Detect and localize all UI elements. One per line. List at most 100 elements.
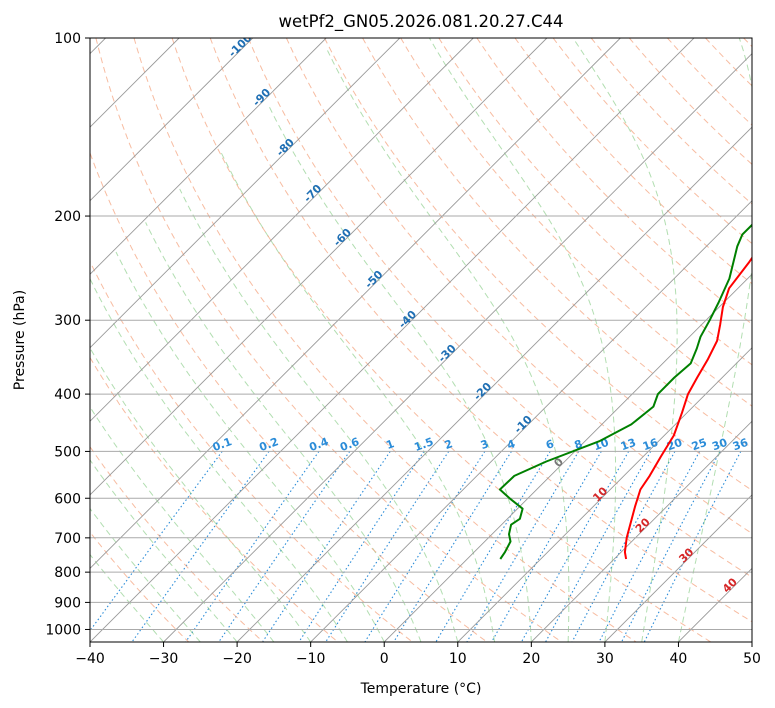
mixing-ratio-line <box>571 451 676 642</box>
moist-adiabat-line <box>90 406 275 642</box>
dry-adiabat-line <box>90 356 339 642</box>
moist-adiabat-line <box>90 507 201 642</box>
y-tick-label: 700 <box>54 531 81 547</box>
isotherms <box>90 38 752 642</box>
dry-adiabat-line <box>90 151 488 642</box>
chart-title: wetPf2_GN05.2026.081.20.27.C44 <box>279 12 564 32</box>
mixing-ratio-label: 6 <box>544 437 556 452</box>
x-tick-label: −20 <box>222 651 252 667</box>
moist-adiabat-line <box>115 251 385 642</box>
dry-adiabat-line <box>90 445 264 642</box>
mixing-ratio-line <box>262 451 391 642</box>
mixing-ratio-label: 0.1 <box>211 435 234 454</box>
mixing-ratio-label: 36 <box>731 436 750 454</box>
isotherm-line <box>90 38 254 202</box>
isotherm-line <box>236 126 752 642</box>
y-tick-label: 300 <box>54 313 81 329</box>
y-tick-label: 400 <box>54 387 81 403</box>
isotherm-line <box>90 38 474 422</box>
mixing-ratio-line <box>90 451 223 632</box>
x-tick-label: −30 <box>149 651 179 667</box>
mixing-ratio-line <box>218 451 351 642</box>
mixing-ratio-label: 10 <box>592 436 611 454</box>
dry-adiabat-line <box>209 38 752 623</box>
x-tick-label: 20 <box>522 651 540 667</box>
mixing-ratio-label: 0.2 <box>258 435 281 454</box>
mixing-ratio-line <box>598 451 701 642</box>
y-tick-label: 200 <box>54 209 81 225</box>
x-tick-label: 10 <box>449 651 467 667</box>
mixing-ratio-line <box>364 451 486 642</box>
mixing-ratio-lines <box>90 451 742 642</box>
y-tick-label: 1000 <box>45 622 81 638</box>
y-tick-label: 500 <box>54 444 81 460</box>
y-tick-label: 800 <box>54 565 81 581</box>
isobars <box>90 38 752 630</box>
x-tick-label: 40 <box>670 651 688 667</box>
isotherm-line <box>383 273 752 642</box>
mixing-ratio-label: 30 <box>710 436 729 454</box>
temperature-profile-line <box>623 256 752 560</box>
isotherm-line <box>530 420 752 642</box>
dry-adiabat-line <box>95 38 562 642</box>
mixing-ratio-label: 8 <box>573 437 585 452</box>
mixing-ratio-label: 1.5 <box>412 435 435 454</box>
x-tick-label: −10 <box>296 651 326 667</box>
y-tick-label: 600 <box>54 491 81 507</box>
moist-adiabat-line <box>572 38 678 642</box>
moist-adiabat-line <box>179 188 459 642</box>
moist-adiabat-line <box>268 105 532 642</box>
y-tick-label: 100 <box>54 31 81 47</box>
isotherm-line <box>310 200 752 642</box>
moist-adiabat-line <box>428 38 617 642</box>
isotherm-line <box>90 38 401 349</box>
mixing-ratio-label: 1 <box>384 437 396 452</box>
dry-adiabat-line <box>476 38 752 325</box>
mixing-ratio-label: 0.4 <box>307 435 330 454</box>
plot-frame <box>89 37 753 643</box>
dry-adiabat-line <box>171 38 712 642</box>
mixing-ratio-label: 3 <box>479 437 491 452</box>
moist-adiabat-line <box>90 346 312 642</box>
mixing-ratio-label: 13 <box>619 436 638 453</box>
mixing-ratio-line <box>621 451 721 642</box>
dry-adiabat-line <box>133 38 637 642</box>
x-tick-label: 30 <box>596 651 614 667</box>
x-tick-label: 50 <box>743 651 761 667</box>
moist-adiabat-line <box>90 278 348 642</box>
axes: −40 −30 −20 −10 0 10 20 30 40 5010020030040050060… <box>45 31 761 667</box>
dry-adiabat-line <box>247 38 752 578</box>
moist-adiabat-line <box>327 50 570 642</box>
y-axis-label: Pressure (hPa) <box>12 290 28 390</box>
isotherm-line <box>90 38 621 570</box>
mixing-ratio-label: 0.6 <box>338 435 361 454</box>
plot-area: -100-90-80-70-60-50-40-30-20-10010203040… <box>90 38 752 642</box>
y-tick-label: 900 <box>54 595 81 611</box>
isotherm-line <box>90 38 327 275</box>
mixing-ratio-line <box>545 451 652 642</box>
x-tick-label: 0 <box>380 651 389 667</box>
dry-adiabat-line <box>438 38 752 366</box>
moist-adiabat-line <box>145 222 422 642</box>
mixing-ratio-line <box>491 451 602 642</box>
x-tick-label: −40 <box>75 651 105 667</box>
profile-series <box>498 223 752 560</box>
mixing-ratio-label: 25 <box>690 436 709 453</box>
dry-adiabat-line <box>324 38 752 491</box>
x-axis-label: Temperature (°C) <box>360 681 482 697</box>
mixing-ratio-label: 16 <box>641 436 660 454</box>
mixing-ratio-line <box>185 451 320 642</box>
dewpoint-profile-line <box>498 223 752 560</box>
mixing-ratio-label: 4 <box>505 437 517 452</box>
moist-adiabats <box>90 38 752 642</box>
mixing-ratio-label: 2 <box>443 437 455 452</box>
isotherm-line <box>604 494 752 642</box>
isotherm-line <box>457 347 752 642</box>
moist-adiabat-line <box>90 458 238 642</box>
dry-adiabat-line <box>400 38 752 407</box>
isotherm-line <box>90 38 695 642</box>
isotherm-line <box>163 52 752 642</box>
mixing-ratio-line <box>643 451 742 642</box>
mixing-ratio-line <box>298 451 425 642</box>
